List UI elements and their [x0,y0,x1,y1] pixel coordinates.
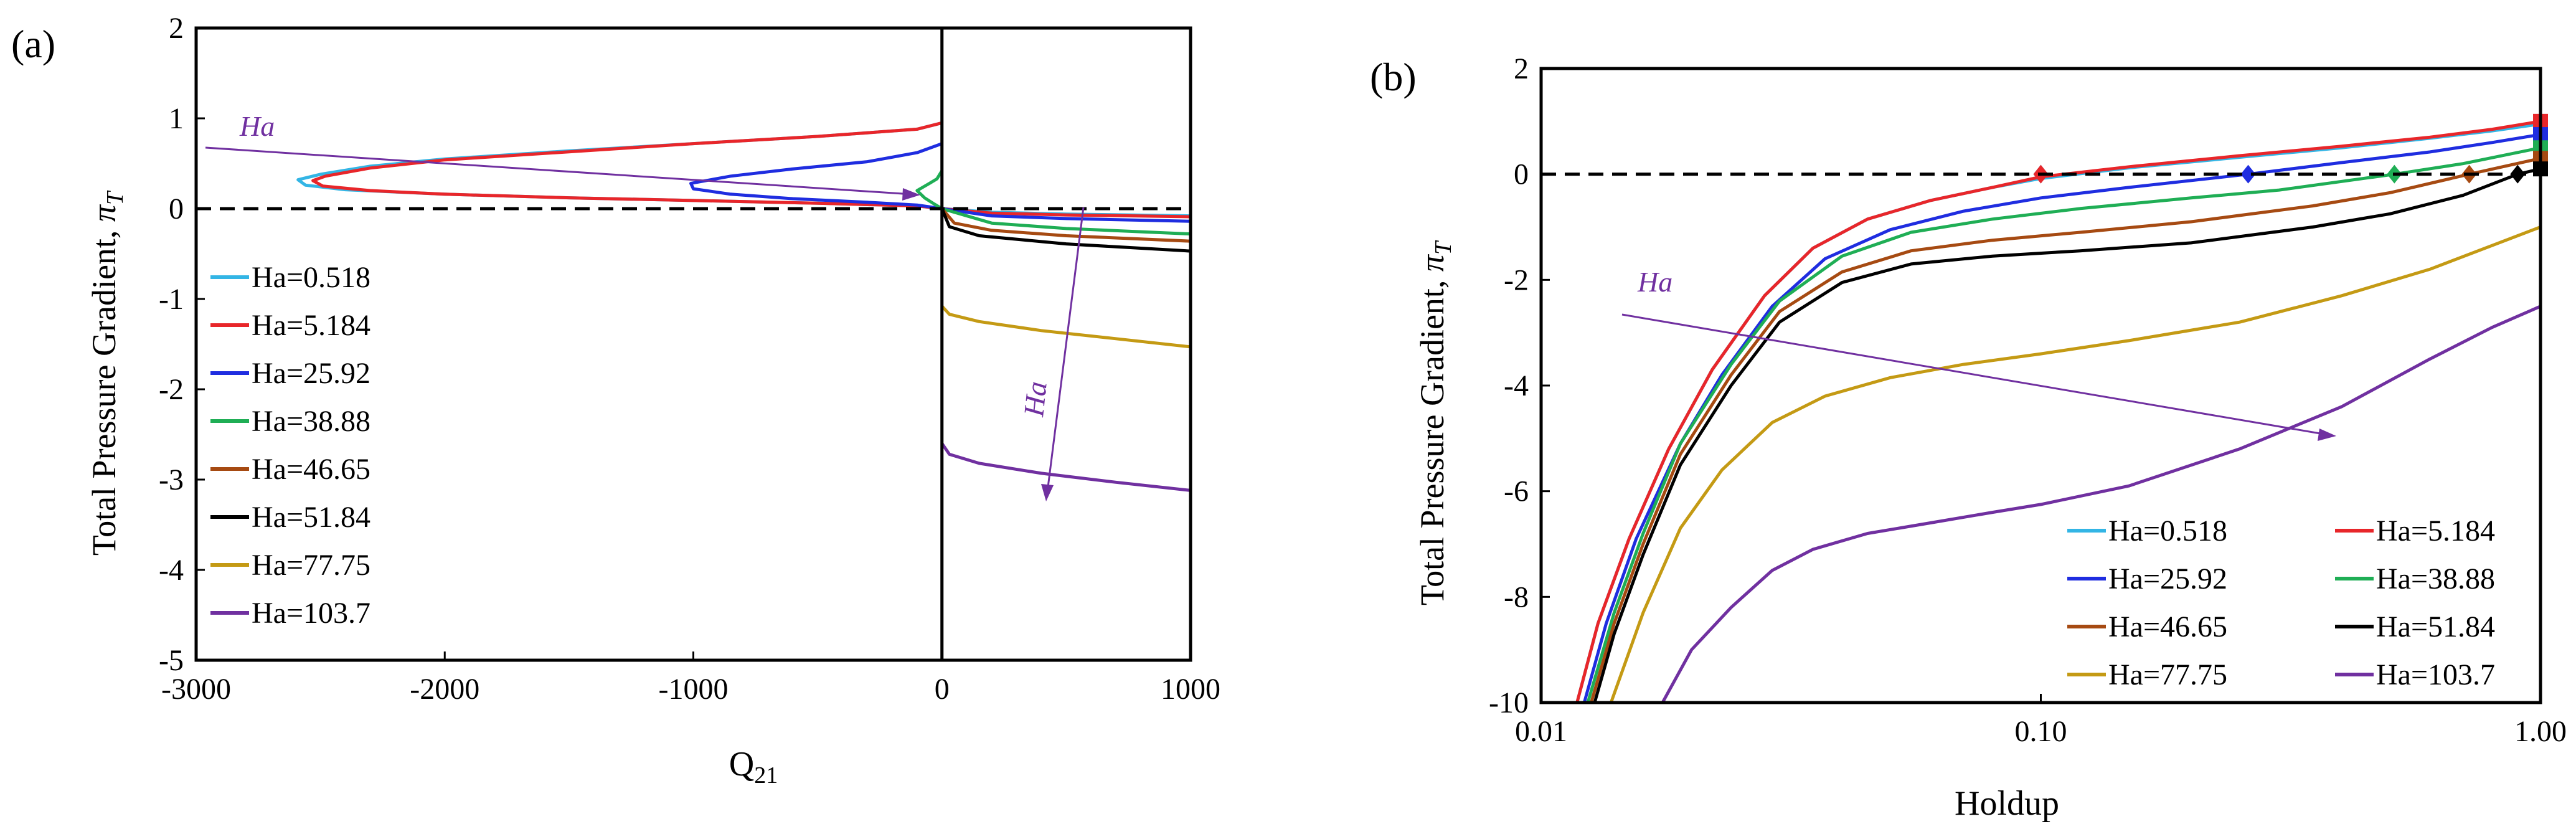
y-tick-label-b: -8 [1504,580,1529,613]
series-line-b-2 [1582,133,2541,703]
ha-annotation-label-a1: Ha [239,110,275,142]
legend-label-a: Ha=46.65 [252,453,370,486]
y-axis-label-b: Total Pressure Gradient, πT [1413,240,1456,605]
ha-arrowhead-b [2318,429,2336,441]
legend-label-a: Ha=25.92 [252,357,370,390]
y-tick-label-b: -2 [1504,263,1529,296]
series-line-a-2-1 [941,207,1191,223]
series-line-a-3-1 [941,207,1191,236]
series-line-a-1-0 [311,121,943,211]
annotations-a: Ha Ha [205,110,1085,501]
x-axis-label-b: Holdup [1955,784,2059,823]
ha-arrowhead-a2 [1041,484,1054,501]
diamond-marker-b-2 [2240,164,2256,184]
series-line-b-4 [1590,156,2541,703]
ha-annotation-label-b: Ha [1637,266,1673,298]
x-tick-label-b: 1.00 [2514,715,2567,748]
y-axis-label-a: Total Pressure Gradient, πT [85,190,128,556]
legend-label-b: Ha=46.65 [2108,610,2227,643]
legend-label-a: Ha=77.75 [252,549,370,582]
series-curves-a [296,121,1191,492]
series-line-a-4-0 [940,207,1191,243]
series-curves-b [1575,113,2548,704]
x-tick-label-b: 0.01 [1515,715,1567,748]
series-line-b-1 [1575,120,2541,703]
y-tick-label-a: 2 [169,12,184,45]
panel-label-b: (b) [1370,55,1417,99]
y-tick-label-b: -10 [1489,686,1529,719]
x-tick-label-a: 1000 [1161,673,1220,706]
tick-labels-b: 0.01 0.10 1.00 2 0 -2 -4 -6 -8 -10 [1489,52,2567,748]
y-tick-label-a: -1 [159,283,184,316]
legend-label-a: Ha=5.184 [252,309,370,342]
ha-arrow-line-b [1621,313,2328,436]
y-tick-label-a: -3 [159,463,184,496]
y-tick-label-a: 0 [169,192,184,225]
x-tick-label-a: -3000 [161,673,231,706]
series-line-b-5 [1593,167,2541,703]
ha-arrow-line-a1 [205,146,913,196]
series-line-a-3-0 [915,169,943,211]
legend-label-a: Ha=38.88 [252,405,370,438]
legend-label-b: Ha=51.84 [2376,610,2495,643]
tick-labels-a: -3000 -2000 -1000 0 1000 2 1 0 -1 -2 -3 -4 -5 [159,12,1220,706]
legend-label-a: Ha=51.84 [252,501,370,534]
y-tick-label-b: -6 [1504,475,1529,508]
x-axis-label-a: Q21 [729,745,778,789]
legend-label-b: Ha=0.518 [2108,514,2227,547]
ha-arrowhead-a1 [902,188,920,201]
legend-label-b: Ha=103.7 [2376,658,2495,691]
y-tick-label-a: 1 [169,102,184,135]
y-tick-label-b: 0 [1514,158,1529,191]
series-line-a-7-0 [940,442,1191,492]
legend-label-a: Ha=103.7 [252,597,370,630]
y-tick-label-a: -5 [159,644,184,677]
y-tick-label-b: -4 [1504,369,1529,402]
series-line-a-6-0 [940,305,1191,349]
legend-label-b: Ha=38.88 [2376,562,2495,595]
y-tick-label-a: -2 [159,373,184,406]
legend-b: Ha=0.518 Ha=5.184 Ha=25.92 Ha=38.88 Ha=46.65… [2067,514,2495,691]
x-tick-label-a: -1000 [659,673,729,706]
x-tick-label-b: 0.10 [2015,715,2067,748]
legend-label-b: Ha=25.92 [2108,562,2227,595]
series-line-a-2-0 [689,142,943,211]
chart-panel-a: (a) -3000 -2000 -1000 0 1000 2 1 0 -1 -2 -3 -4 -5 Q2… [11,12,1220,789]
chart-panel-b: (b) 0.01 0.10 1.00 2 0 -2 -4 -6 -8 -10 Holdup Tot… [1370,52,2567,823]
x-tick-label-a: 0 [935,673,950,706]
ha-annotation-label-a2: Ha [1017,380,1053,419]
legend-label-b: Ha=77.75 [2108,658,2227,691]
axes-a [194,26,1192,662]
series-line-b-3 [1586,146,2541,703]
x-tick-label-a: -2000 [410,673,479,706]
y-tick-label-a: -4 [159,554,184,587]
y-tick-label-b: 2 [1514,52,1529,85]
series-line-b-6 [1609,225,2541,703]
legend-a: Ha=0.518 Ha=5.184 Ha=25.92 Ha=38.88 Ha=46.65… [210,261,370,630]
ha-arrow-line-a2 [1046,207,1085,493]
series-line-a-5-0 [940,208,1191,253]
axes-b [1539,67,2542,704]
legend-label-a: Ha=0.518 [252,261,370,294]
panel-label-a: (a) [11,22,55,66]
annotations-b: Ha [1621,266,2336,441]
legend-label-b: Ha=5.184 [2376,514,2495,547]
series-line-b-7 [1661,305,2541,704]
